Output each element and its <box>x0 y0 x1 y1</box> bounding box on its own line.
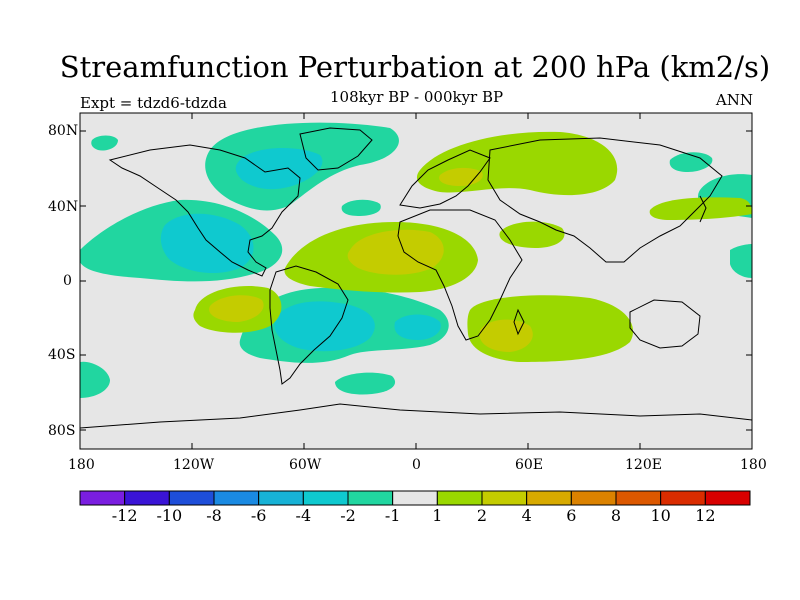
colorbar-label-3: -6 <box>250 506 267 525</box>
coast-europe <box>399 149 491 209</box>
coast-asia <box>487 137 723 263</box>
lon-label-180w: 180 <box>68 457 95 473</box>
colorbar-label-7: 1 <box>432 506 443 525</box>
fill-indian-ocean-pos2 <box>479 319 533 352</box>
colorbar-swatch-7 <box>392 490 438 506</box>
lat-label-80n: 80N <box>48 123 79 139</box>
colorbar-label-10: 6 <box>566 506 577 525</box>
fill-east-edge-neg <box>730 244 752 278</box>
colorbar-swatch-0 <box>79 490 126 506</box>
lat-label-0: 0 <box>63 273 72 289</box>
colorbar-swatch-4 <box>258 490 304 506</box>
colorbar-label-5: -2 <box>340 506 356 525</box>
colorbar-label-9: 4 <box>521 506 532 525</box>
fill-south-america-neg2 <box>274 301 375 352</box>
lat-label-40n: 40N <box>48 199 79 215</box>
colorbar-swatch-2 <box>168 490 215 506</box>
experiment-label: Expt = tdzd6-tdzda <box>80 94 227 112</box>
plot-subtitle: 108kyr BP - 000kyr BP <box>330 88 504 106</box>
fill-west-pacific-pos <box>649 197 752 220</box>
coast-africa <box>397 209 523 341</box>
colorbar-swatch-8 <box>436 490 483 506</box>
period-label: ANN <box>715 91 753 109</box>
colorbar-label-2: -8 <box>206 506 222 525</box>
fill-tropical-atlantic-pos2 <box>347 229 444 275</box>
lon-label-60w: 60W <box>289 457 322 473</box>
fill-atlantic-small-neg <box>341 199 381 216</box>
colorbar-label-0: -12 <box>111 506 138 525</box>
colorbar-swatch-10 <box>526 490 572 506</box>
coast-north-america <box>108 144 301 277</box>
fill-northwest-edge-neg <box>91 135 118 151</box>
lat-label-40s: 40S <box>48 347 76 363</box>
colorbar-swatch-5 <box>302 490 349 506</box>
colorbar-swatch-11 <box>570 490 617 506</box>
lon-label-0: 0 <box>412 457 421 473</box>
coastlines <box>80 127 752 429</box>
colorbar-label-8: 2 <box>476 506 488 525</box>
lon-label-120w: 120W <box>173 457 215 473</box>
coast-japan <box>699 195 707 223</box>
colorbar-swatch-6 <box>347 490 394 506</box>
lon-label-180e: 180 <box>740 457 767 473</box>
lat-label-80s: 80S <box>48 423 76 439</box>
colorbar-label-1: -10 <box>156 506 183 525</box>
fill-east-pacific-pos2 <box>209 295 264 322</box>
lon-label-120e: 120E <box>625 457 662 473</box>
lon-label-60e: 60E <box>515 457 544 473</box>
colorbar-swatch-3 <box>213 490 260 506</box>
plot-title: Streamfunction Perturbation at 200 hPa (… <box>59 50 771 84</box>
fill-southwest-edge-neg <box>80 361 110 398</box>
axis-ticks <box>80 113 752 449</box>
colorbar-swatch-13 <box>660 490 706 506</box>
colorbar-label-6: -1 <box>384 506 401 525</box>
fill-pacific-neg2 <box>160 213 254 274</box>
colorbar-swatch-1 <box>124 490 170 506</box>
colorbar-label-11: 8 <box>610 506 622 525</box>
colorbar-swatch-9 <box>481 490 528 506</box>
coast-australia <box>629 299 701 349</box>
fill-south-atlantic-neg2 <box>394 314 441 340</box>
colorbar-label-12: 10 <box>650 506 671 525</box>
colorbar-swatch-12 <box>615 490 662 506</box>
contour-fills <box>80 122 752 398</box>
colorbar-swatch-14 <box>704 490 751 506</box>
coast-antarctica <box>80 403 752 429</box>
fill-north-atlantic-neg2 <box>235 148 323 190</box>
colorbar-label-13: 12 <box>695 506 716 525</box>
coast-greenland <box>299 127 373 171</box>
coast-madagascar <box>513 308 525 336</box>
colorbar-label-4: -4 <box>295 506 312 525</box>
fill-arabia-pos <box>499 221 565 248</box>
coast-south-america <box>269 265 349 385</box>
colorbar <box>79 490 751 506</box>
fill-siberia-neg <box>669 152 713 172</box>
fill-south-atlantic-small-neg <box>335 372 396 395</box>
